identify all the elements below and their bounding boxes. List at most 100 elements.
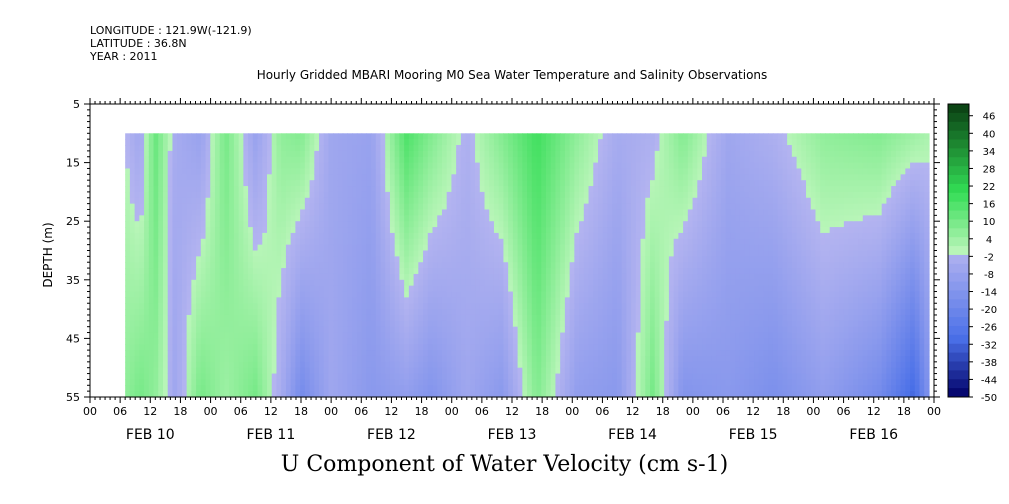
heatmap-cell bbox=[267, 391, 273, 398]
heatmap-cell bbox=[290, 150, 296, 158]
heatmap-cell bbox=[210, 244, 216, 252]
heatmap-cell bbox=[475, 320, 481, 328]
heatmap-cell bbox=[158, 238, 164, 246]
heatmap-cell bbox=[446, 268, 453, 275]
heatmap-cell bbox=[508, 303, 514, 310]
heatmap-cell bbox=[508, 262, 514, 269]
heatmap-cell bbox=[191, 174, 197, 181]
heatmap-cell bbox=[399, 244, 405, 252]
heatmap-cell bbox=[134, 379, 140, 386]
heatmap-cell bbox=[238, 303, 244, 310]
heatmap-cell bbox=[177, 268, 183, 275]
heatmap-cell bbox=[262, 326, 268, 334]
heatmap-cell bbox=[210, 385, 216, 392]
heatmap-cell bbox=[248, 209, 254, 216]
heatmap-cell bbox=[295, 350, 301, 357]
heatmap-cell bbox=[191, 262, 197, 269]
heatmap-cell bbox=[328, 244, 334, 252]
heatmap-cell bbox=[153, 273, 159, 281]
heatmap-cell bbox=[309, 291, 315, 298]
heatmap-cell bbox=[508, 186, 514, 193]
heatmap-cell bbox=[309, 361, 315, 369]
heatmap-cell bbox=[408, 344, 415, 351]
heatmap-cell bbox=[219, 156, 226, 164]
heatmap-cell bbox=[631, 285, 637, 293]
heatmap-cell bbox=[167, 256, 174, 263]
heatmap-cell bbox=[479, 268, 486, 275]
heatmap-cell bbox=[139, 326, 145, 334]
heatmap-cell bbox=[319, 232, 325, 240]
heatmap-cell bbox=[498, 326, 505, 334]
heatmap-cell bbox=[635, 150, 642, 158]
heatmap-cell bbox=[475, 191, 481, 199]
heatmap-cell bbox=[309, 314, 315, 322]
heatmap-cell bbox=[144, 197, 150, 205]
heatmap-cell bbox=[267, 209, 273, 216]
heatmap-cell bbox=[418, 338, 424, 345]
heatmap-cell bbox=[148, 168, 155, 175]
heatmap-cell bbox=[181, 162, 188, 170]
heatmap-cell bbox=[626, 215, 632, 222]
heatmap-cell bbox=[536, 344, 542, 351]
heatmap-cell bbox=[489, 203, 495, 211]
heatmap-cell bbox=[295, 133, 301, 140]
heatmap-cell bbox=[139, 332, 145, 339]
heatmap-cell bbox=[319, 385, 325, 392]
heatmap-cell bbox=[555, 279, 561, 287]
heatmap-cell bbox=[219, 291, 226, 298]
heatmap-cell bbox=[427, 133, 434, 140]
heatmap-cell bbox=[276, 168, 282, 175]
heatmap-cell bbox=[503, 273, 509, 281]
heatmap-cell bbox=[560, 133, 566, 140]
heatmap-cell bbox=[352, 385, 358, 392]
heatmap-cell bbox=[314, 156, 320, 164]
heatmap-cell bbox=[356, 373, 363, 381]
heatmap-cell bbox=[385, 156, 391, 164]
heatmap-cell bbox=[271, 256, 278, 263]
heatmap-cell bbox=[323, 314, 330, 322]
heatmap-cell bbox=[366, 344, 372, 351]
heatmap-cell bbox=[295, 285, 301, 293]
heatmap-cell bbox=[125, 232, 131, 240]
heatmap-cell bbox=[536, 262, 542, 269]
heatmap-cell bbox=[371, 186, 377, 193]
heatmap-cell bbox=[484, 221, 490, 228]
heatmap-cell bbox=[271, 367, 278, 375]
heatmap-cell bbox=[285, 303, 292, 310]
heatmap-cell bbox=[248, 309, 254, 316]
heatmap-cell bbox=[314, 139, 320, 146]
heatmap-cell bbox=[333, 191, 339, 199]
heatmap-cell bbox=[475, 168, 481, 175]
heatmap-cell bbox=[631, 379, 637, 386]
heatmap-cell bbox=[460, 309, 467, 316]
heatmap-cell bbox=[498, 191, 505, 199]
heatmap-cell bbox=[200, 250, 207, 257]
heatmap-cell bbox=[635, 139, 642, 146]
heatmap-cell bbox=[276, 180, 282, 187]
heatmap-cell bbox=[285, 168, 292, 175]
heatmap-cell bbox=[531, 285, 538, 293]
heatmap-cell bbox=[210, 291, 216, 298]
heatmap-cell bbox=[635, 197, 642, 205]
heatmap-cell bbox=[342, 350, 348, 357]
heatmap-cell bbox=[588, 186, 594, 193]
heatmap-cell bbox=[484, 232, 490, 240]
chart-title: Hourly Gridded MBARI Mooring M0 Sea Wate… bbox=[256, 68, 768, 82]
heatmap-cell bbox=[238, 373, 244, 381]
heatmap-cell bbox=[153, 297, 159, 304]
heatmap-cell bbox=[418, 244, 424, 252]
heatmap-cell bbox=[626, 250, 632, 257]
heatmap-cell bbox=[512, 256, 519, 263]
heatmap-cell bbox=[215, 227, 221, 234]
heatmap-cell bbox=[432, 133, 438, 140]
heatmap-cell bbox=[437, 309, 443, 316]
heatmap-cell bbox=[550, 156, 557, 164]
heatmap-cell bbox=[167, 215, 174, 222]
heatmap-cell bbox=[186, 162, 192, 170]
heatmap-cell bbox=[328, 197, 334, 205]
heatmap-cell bbox=[451, 385, 457, 392]
heatmap-cell bbox=[460, 162, 467, 170]
heatmap-cell bbox=[607, 150, 613, 158]
heatmap-cell bbox=[380, 391, 386, 398]
heatmap-cell bbox=[598, 309, 604, 316]
